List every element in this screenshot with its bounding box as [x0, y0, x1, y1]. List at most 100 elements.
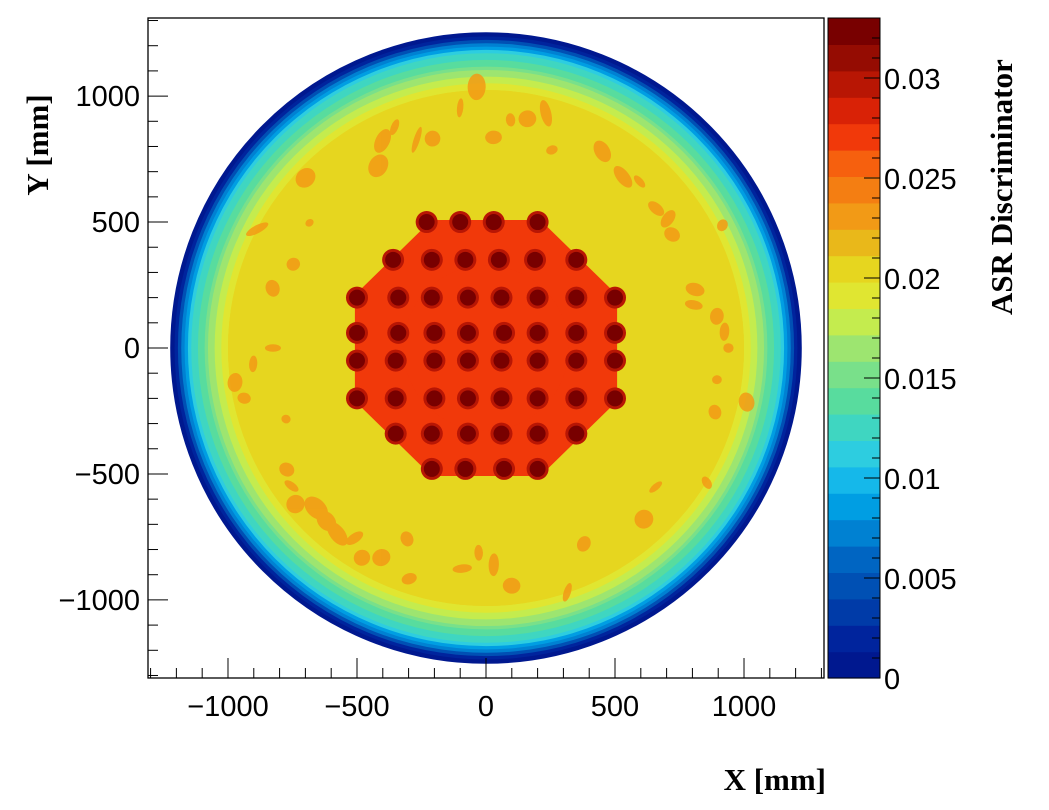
- hotspot: [426, 352, 443, 369]
- hotspot: [385, 251, 402, 268]
- ring-blotch: [249, 355, 258, 373]
- central-core: [403, 265, 569, 431]
- color-scale-axis: 0 0.005 0.01 0.015 0.02 0.025 0.03: [864, 17, 957, 696]
- color-scale-cell: [828, 123, 880, 151]
- color-scale-cell: [828, 202, 880, 230]
- x-tick-label: 0: [478, 691, 494, 723]
- x-tick-label: −500: [324, 691, 389, 723]
- x-tick-label: 500: [591, 691, 639, 723]
- ring-blotch: [633, 175, 646, 188]
- ring-blotch: [709, 307, 724, 325]
- ring-blotch: [634, 509, 654, 529]
- ring-blotch: [719, 322, 730, 341]
- ring-blotch: [708, 404, 722, 420]
- hotspot: [493, 390, 510, 407]
- color-scale-cell: [828, 97, 880, 125]
- color-scale-cell: [828, 414, 880, 441]
- y-axis: −1000 −500 0 500 1000: [59, 20, 168, 676]
- color-scale-cell: [828, 334, 880, 362]
- hotspot: [607, 352, 624, 369]
- hotspot: [423, 425, 440, 442]
- color-scale-frame: [827, 17, 881, 679]
- color-scale-tick-label: 0.025: [884, 164, 957, 196]
- hotspot: [423, 460, 440, 477]
- hotspot: [387, 425, 404, 442]
- color-scale-cell: [828, 572, 880, 600]
- ring-blotch: [400, 531, 414, 547]
- color-scale-cell: [828, 18, 880, 45]
- hotspot: [607, 289, 624, 306]
- ring-blotch: [237, 392, 251, 404]
- ring-blotch: [649, 481, 663, 493]
- ring-blotch: [374, 129, 392, 153]
- ring-blotch: [389, 119, 400, 136]
- ring-blotch: [305, 218, 314, 227]
- ring-blotch: [467, 73, 486, 101]
- ring-blotch: [295, 167, 316, 188]
- ring-blotch: [539, 100, 553, 127]
- ring-blotch: [576, 536, 591, 552]
- color-scale-cell: [828, 651, 880, 679]
- color-scale-cell: [828, 176, 880, 204]
- color-scale-tick-label: 0: [884, 664, 900, 696]
- ring-blotch: [562, 582, 572, 602]
- hotspot: [457, 460, 474, 477]
- color-scale-cell: [828, 282, 880, 309]
- hotspot: [457, 251, 474, 268]
- hotspot: [568, 425, 585, 442]
- ring-blotch: [286, 257, 301, 271]
- x-axis-title: X [mm]: [724, 762, 826, 797]
- ring-blotch: [424, 130, 441, 147]
- color-scale-cell: [828, 229, 880, 257]
- hotspot: [568, 289, 585, 306]
- hotspot: [496, 324, 513, 341]
- color-scale-cell: [828, 546, 880, 573]
- hotspot: [459, 289, 476, 306]
- ring-blotch: [485, 130, 502, 145]
- hotspot: [493, 352, 510, 369]
- color-scale-tick-label: 0.01: [884, 464, 940, 496]
- hotspot: [459, 324, 476, 341]
- color-scale-cell: [828, 519, 880, 547]
- hotspot: [348, 324, 365, 341]
- color-scale-cell: [828, 598, 880, 626]
- color-scale-cell: [828, 44, 880, 72]
- ring-blotch: [279, 462, 295, 477]
- color-scale-cell: [828, 493, 880, 521]
- ring-blotch: [368, 154, 389, 178]
- hotspot: [459, 425, 476, 442]
- color-scale-cell: [828, 361, 880, 389]
- color-scale-cell: [828, 255, 880, 283]
- hotspot: [423, 251, 440, 268]
- hotspot: [387, 390, 404, 407]
- ring-blotch: [265, 279, 280, 297]
- color-scale-cell: [828, 70, 880, 98]
- ring-blotch: [648, 201, 665, 216]
- ring-blotch: [685, 282, 705, 297]
- hotspot: [493, 425, 510, 442]
- hotspot: [348, 352, 365, 369]
- ring-blotch: [660, 210, 676, 228]
- ring-blotch: [684, 299, 703, 310]
- hotspot: [390, 289, 407, 306]
- ring-blotch: [701, 476, 712, 489]
- hotspot: [568, 390, 585, 407]
- color-scale-cell: [828, 387, 880, 415]
- outer-ring-blotches: [227, 73, 755, 602]
- ring-blotch: [456, 98, 464, 118]
- hotspot: [568, 251, 585, 268]
- y-axis-title: Y [mm]: [20, 94, 55, 195]
- ring-blotch: [286, 494, 305, 514]
- ring-blotch: [227, 372, 243, 392]
- ring-blotch: [546, 145, 558, 155]
- ring-blotch: [372, 548, 391, 567]
- ring-blotch: [452, 564, 472, 573]
- ring-blotch: [716, 219, 728, 232]
- hotspot: [485, 214, 502, 231]
- ring-blotch: [246, 222, 269, 237]
- hotspot: [348, 289, 365, 306]
- hotspot: [607, 324, 624, 341]
- y-tick-label: −1000: [59, 585, 140, 617]
- hotspot: [527, 251, 544, 268]
- color-scale-tick-label: 0.005: [884, 564, 957, 596]
